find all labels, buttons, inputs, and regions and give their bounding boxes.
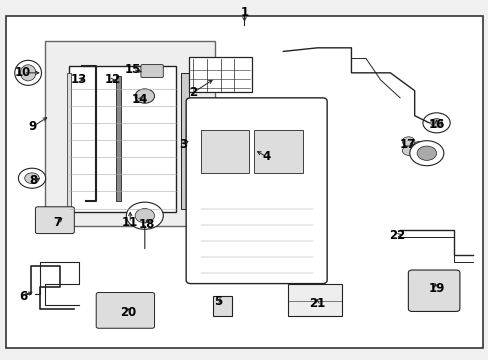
- Circle shape: [135, 208, 154, 223]
- Text: 2: 2: [189, 86, 197, 99]
- Bar: [220, 130, 278, 162]
- FancyBboxPatch shape: [141, 64, 163, 77]
- Circle shape: [409, 141, 443, 166]
- Bar: [116, 76, 121, 202]
- FancyBboxPatch shape: [96, 293, 154, 328]
- Text: 21: 21: [309, 297, 325, 310]
- Circle shape: [25, 173, 39, 184]
- Text: 4: 4: [262, 150, 270, 163]
- Text: 22: 22: [389, 229, 405, 242]
- FancyBboxPatch shape: [407, 270, 459, 311]
- Bar: [45, 41, 215, 226]
- Circle shape: [422, 113, 449, 133]
- Bar: [212, 296, 232, 316]
- Bar: [188, 57, 251, 93]
- Bar: [254, 130, 302, 173]
- Text: 5: 5: [213, 295, 222, 308]
- Ellipse shape: [15, 60, 41, 85]
- Text: 7: 7: [53, 216, 61, 229]
- Text: 3: 3: [179, 138, 187, 151]
- Text: 19: 19: [427, 283, 444, 296]
- Text: 1: 1: [240, 6, 248, 19]
- Text: 18: 18: [139, 218, 155, 231]
- FancyBboxPatch shape: [35, 207, 74, 234]
- FancyBboxPatch shape: [186, 98, 326, 284]
- Ellipse shape: [20, 65, 36, 81]
- Text: 14: 14: [131, 93, 148, 106]
- Text: 20: 20: [120, 306, 136, 319]
- Circle shape: [412, 141, 425, 151]
- Text: 12: 12: [105, 73, 121, 86]
- Bar: [186, 128, 217, 150]
- Circle shape: [135, 89, 154, 103]
- Text: 17: 17: [398, 138, 415, 151]
- Text: 10: 10: [15, 66, 31, 79]
- Bar: [201, 130, 249, 173]
- Text: 16: 16: [427, 118, 444, 131]
- Text: 8: 8: [29, 174, 37, 186]
- Circle shape: [416, 146, 436, 160]
- Bar: [246, 135, 264, 158]
- Circle shape: [430, 118, 442, 127]
- Bar: [224, 135, 242, 158]
- Bar: [69, 66, 176, 212]
- Text: 9: 9: [29, 120, 37, 133]
- Bar: [181, 73, 188, 208]
- Bar: [67, 73, 71, 208]
- Circle shape: [402, 146, 414, 156]
- Bar: [287, 284, 341, 316]
- Circle shape: [126, 202, 163, 229]
- Text: 15: 15: [124, 63, 141, 76]
- Text: 6: 6: [19, 289, 27, 303]
- Text: 13: 13: [71, 73, 87, 86]
- Text: 11: 11: [122, 216, 138, 229]
- Circle shape: [402, 137, 414, 146]
- Circle shape: [19, 168, 45, 188]
